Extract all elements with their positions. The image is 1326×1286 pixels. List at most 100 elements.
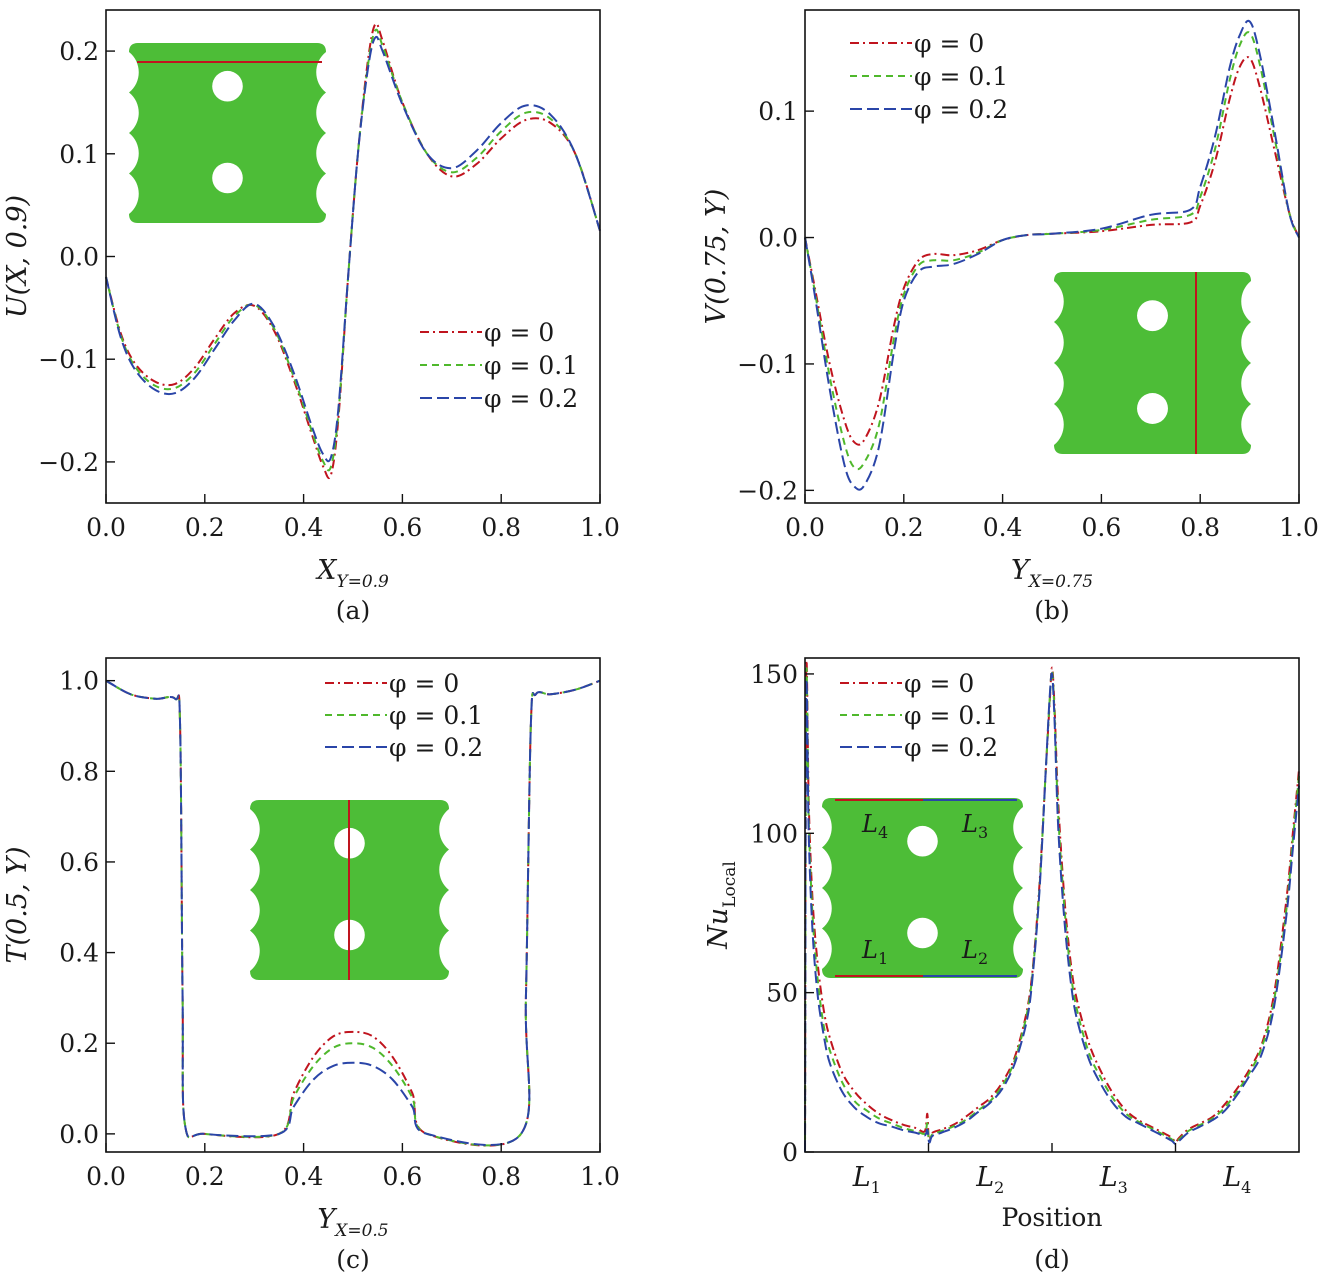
legend-label-0: φ = 0 — [914, 29, 984, 58]
inset-edge-label-1: L3 — [961, 810, 988, 842]
series-line-1 — [804, 31, 1300, 471]
y-tick-label-0: 1.0 — [59, 667, 99, 696]
y-tick-label-4: −0.2 — [38, 448, 99, 477]
y-tick-label-1: 0.8 — [59, 757, 99, 786]
x-tick-label-4: 0.8 — [481, 1162, 521, 1191]
y-tick-label-4: 0.2 — [59, 1029, 99, 1058]
series-group — [105, 679, 601, 1147]
y-tick-label-3: 0 — [782, 1138, 798, 1167]
upper-hole — [907, 825, 938, 857]
x-tick-label-4: 0.8 — [1180, 513, 1220, 542]
x-tick-label-2: L3 — [1099, 1162, 1128, 1197]
upper-hole — [1137, 300, 1168, 332]
x-tick-label-1: 0.2 — [185, 513, 225, 542]
legend-label-1: φ = 0.1 — [484, 351, 578, 380]
y-tick-label-0: 150 — [750, 660, 798, 689]
lower-hole — [1137, 393, 1168, 424]
plate-inset — [129, 43, 326, 223]
x-axis-label: XY=0.9 — [315, 555, 389, 592]
series-line-2 — [105, 35, 601, 463]
legend-label-0: φ = 0 — [904, 669, 974, 698]
x-tick-label-3: 0.6 — [383, 1162, 423, 1191]
x-tick-label-0: 0.0 — [785, 513, 825, 542]
upper-hole — [212, 70, 243, 102]
legend-label-0: φ = 0 — [484, 318, 554, 347]
x-axis-label: Position — [1002, 1203, 1103, 1232]
series-line-1 — [804, 667, 1300, 1153]
y-tick-label-1: 0.1 — [59, 140, 99, 169]
x-tick-label-5: 1.0 — [1279, 513, 1319, 542]
y-tick-label-3: 0.4 — [59, 939, 99, 968]
plot-frame — [105, 657, 601, 1153]
inset-edge-label-2: L1 — [861, 936, 888, 968]
series-line-0 — [105, 679, 601, 1147]
x-tick-label-0: L1 — [852, 1162, 881, 1197]
legend-label-2: φ = 0.2 — [389, 733, 483, 762]
series-line-2 — [804, 19, 1300, 491]
legend-label-0: φ = 0 — [389, 669, 459, 698]
series-group — [804, 19, 1300, 491]
series-line-2 — [804, 672, 1300, 1153]
legend-label-2: φ = 0.2 — [914, 95, 1008, 124]
y-tick-label-5: 0.0 — [59, 1120, 99, 1149]
panel-label: (a) — [336, 596, 370, 625]
y-axis-label: V(0.75, Y) — [701, 189, 732, 325]
y-tick-label-0: 0.1 — [758, 97, 798, 126]
x-tick-label-1: L2 — [975, 1162, 1004, 1197]
y-tick-label-2: 50 — [766, 979, 798, 1008]
x-tick-label-2: 0.4 — [284, 1162, 324, 1191]
chart-panel-1: 0.2 0.1 0.0 −0.1 −0.2 0.0 0.2 0.4 0.6 0.8 1.0 XY=0.… — [2, 9, 620, 625]
x-tick-label-3: 0.6 — [1082, 513, 1122, 542]
y-tick-label-3: −0.2 — [737, 476, 798, 505]
x-tick-label-0: 0.0 — [86, 1162, 126, 1191]
series-line-2 — [105, 679, 601, 1147]
x-tick-label-2: 0.4 — [284, 513, 324, 542]
x-tick-label-1: 0.2 — [884, 513, 924, 542]
y-tick-label-2: −0.1 — [737, 350, 798, 379]
x-tick-label-4: 0.8 — [481, 513, 521, 542]
x-tick-label-2: 0.4 — [983, 513, 1023, 542]
legend-label-2: φ = 0.2 — [484, 384, 578, 413]
plot-frame — [804, 9, 1300, 504]
x-tick-label-5: 1.0 — [580, 513, 620, 542]
inset-edge-label-0: L4 — [861, 810, 888, 842]
y-tick-label-0: 0.2 — [59, 37, 99, 66]
plate-shape — [1054, 272, 1251, 454]
x-axis-label: YX=0.5 — [317, 1204, 388, 1241]
plate-shape — [822, 798, 1023, 978]
plate-inset: L4 L3 L1 L2 — [822, 798, 1023, 978]
chart-panel-2: 0.1 0.0 −0.1 −0.2 0.0 0.2 0.4 0.6 0.8 1.0 YX=0.75 (… — [701, 9, 1319, 625]
plate-shape — [129, 43, 326, 223]
x-tick-label-3: L4 — [1222, 1162, 1251, 1197]
x-tick-label-1: 0.2 — [185, 1162, 225, 1191]
x-tick-label-0: 0.0 — [86, 513, 126, 542]
series-group — [804, 659, 1300, 1153]
legend-label-1: φ = 0.1 — [389, 701, 483, 730]
plate-inset — [1054, 272, 1251, 454]
plate-inset — [250, 800, 449, 980]
y-tick-label-1: 100 — [750, 819, 798, 848]
y-axis-label: NuLocal — [703, 861, 740, 950]
lower-hole — [907, 917, 938, 949]
panel-label: (d) — [1034, 1245, 1070, 1274]
x-axis-label: YX=0.75 — [1011, 555, 1093, 592]
panel-label: (b) — [1034, 596, 1070, 625]
chart-panel-3: 1.0 0.8 0.6 0.4 0.2 0.0 0.0 0.2 0.4 0.6 0.8 1.0 YX=0… — [2, 657, 620, 1274]
y-tick-label-2: 0.0 — [59, 243, 99, 272]
lower-hole — [212, 162, 243, 194]
series-group — [105, 22, 601, 480]
y-tick-label-3: −0.1 — [38, 345, 99, 374]
legend-label-1: φ = 0.1 — [904, 701, 998, 730]
y-axis-label: U(X, 0.9) — [2, 195, 33, 318]
inset-edge-label-3: L2 — [961, 936, 988, 968]
x-tick-label-5: 1.0 — [580, 1162, 620, 1191]
y-tick-label-2: 0.6 — [59, 848, 99, 877]
legend-label-2: φ = 0.2 — [904, 733, 998, 762]
x-tick-label-3: 0.6 — [383, 513, 423, 542]
y-tick-label-1: 0.0 — [758, 224, 798, 253]
panel-label: (c) — [336, 1245, 370, 1274]
y-axis-label: T(0.5, Y) — [2, 846, 33, 963]
legend-label-1: φ = 0.1 — [914, 62, 1008, 91]
